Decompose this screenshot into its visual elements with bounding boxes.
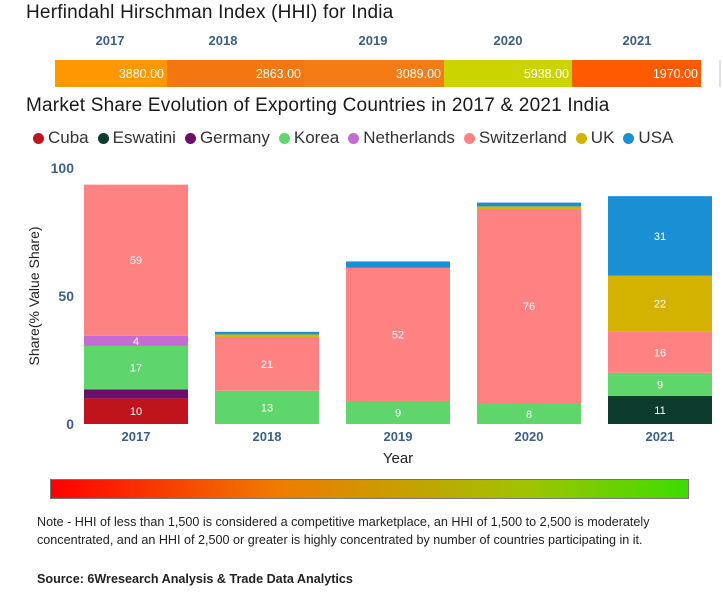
bar-segment-korea <box>477 403 581 424</box>
bar-segment-switzerland <box>346 267 450 401</box>
legend-item: Switzerland <box>463 128 567 148</box>
y-axis-label: Share(% Value Share) <box>26 226 42 365</box>
hhi-segment-2021: 1970.00 <box>572 60 701 87</box>
x-axis-label: Year <box>383 450 413 467</box>
hhi-year-label: 2017 <box>95 33 125 48</box>
source-text: Source: 6Wresearch Analysis & Trade Data… <box>37 572 353 586</box>
hhi-segment-2017: 3880.00 <box>55 60 167 87</box>
legend-swatch <box>278 132 290 144</box>
hhi-color-scale <box>50 479 689 499</box>
legend-label: Germany <box>199 128 270 147</box>
x-tick-label: 2021 <box>646 429 675 444</box>
hhi-value: 1970.00 <box>652 66 698 81</box>
x-tick-label: 2020 <box>515 429 544 444</box>
chart-legend: Cuba Eswatini Germany Korea Netherlands Switz… <box>33 128 682 148</box>
bar-segment-eswatini <box>608 395 712 424</box>
legend-item: Cuba <box>33 128 89 148</box>
data-label: 17 <box>130 363 142 375</box>
bar-segment-korea <box>215 390 319 424</box>
bar-segment-netherlands <box>84 335 188 346</box>
legend-label: Eswatini <box>112 128 176 147</box>
legend-label: Netherlands <box>363 128 455 147</box>
x-tick-label: 2019 <box>384 429 413 444</box>
hhi-value: 5938.00 <box>523 66 569 81</box>
data-label: 59 <box>130 255 142 267</box>
legend-swatch <box>184 132 196 144</box>
legend-item: Germany <box>184 128 270 148</box>
hhi-year-row: 2017 2018 2019 2020 2021 <box>55 33 701 51</box>
bar-segment-korea <box>608 372 712 396</box>
y-tick-label: 100 <box>51 160 75 176</box>
bar-segment-switzerland <box>608 331 712 373</box>
data-label: 13 <box>261 402 273 414</box>
bar-segment-usa <box>477 202 581 207</box>
legend-swatch <box>575 132 587 144</box>
stacked-bar-chart: 0 50 100 Share(% Value Share) 10 17 4 59 2017 13 2… <box>26 160 712 467</box>
hhi-value: 2863.00 <box>255 66 301 81</box>
legend-swatch <box>463 132 475 144</box>
hhi-year-label: 2018 <box>208 33 238 48</box>
bar-segment-switzerland <box>477 208 581 404</box>
x-tick-label: 2018 <box>253 429 282 444</box>
bar-segment-korea <box>346 400 450 424</box>
bar-segment-usa <box>608 196 712 276</box>
data-label: 4 <box>133 336 139 348</box>
hhi-year-label: 2020 <box>493 33 523 48</box>
bar-segment-cuba <box>84 398 188 424</box>
bar-segment-korea <box>84 345 188 390</box>
data-label: 21 <box>261 359 273 371</box>
legend-label: UK <box>590 128 615 147</box>
data-label: 10 <box>130 406 142 418</box>
hhi-bar-edge <box>719 60 721 87</box>
legend-item: Eswatini <box>97 128 176 148</box>
legend-swatch <box>33 132 44 144</box>
data-label: 11 <box>654 405 665 417</box>
legend-label: USA <box>638 128 674 147</box>
legend-item: Korea <box>278 128 340 148</box>
data-label: 76 <box>523 301 535 313</box>
hhi-segment-2020: 5938.00 <box>444 60 572 87</box>
hhi-segment-2019: 3089.00 <box>304 60 444 87</box>
note-text: Note - HHI of less than 1,500 is conside… <box>37 515 650 547</box>
y-tick-label: 0 <box>66 416 74 432</box>
bar-segment-switzerland <box>215 336 319 391</box>
legend-swatch <box>623 132 635 144</box>
legend-item: Netherlands <box>348 128 455 148</box>
hhi-value: 3089.00 <box>395 66 441 81</box>
bar-segment-switzerland <box>84 184 188 336</box>
hhi-year-label: 2019 <box>358 33 388 48</box>
bar-segment-uk <box>215 334 319 337</box>
legend-swatch <box>348 132 360 144</box>
legend-item: USA <box>623 128 673 148</box>
data-label: 52 <box>392 329 404 341</box>
bar-segment-usa <box>215 331 319 335</box>
hhi-segment-2018: 2863.00 <box>167 60 304 87</box>
hhi-title: Herfindahl Hirschman Index (HHI) for Ind… <box>26 2 394 23</box>
hhi-value: 3880.00 <box>118 66 164 81</box>
legend-swatch <box>97 132 109 144</box>
hhi-bar: 3880.00 2863.00 3089.00 5938.00 1970.00 <box>55 60 701 87</box>
bar-segment-uk <box>477 206 581 209</box>
hhi-year-label: 2021 <box>622 33 652 48</box>
legend-label: Korea <box>293 128 340 147</box>
bar-segment-usa <box>346 261 450 268</box>
bar-segment-uk <box>608 275 712 332</box>
data-label: 9 <box>657 379 663 391</box>
data-label: 22 <box>654 299 666 311</box>
legend-label: Cuba <box>48 128 89 147</box>
data-label: 9 <box>395 407 401 419</box>
legend-label: Switzerland <box>478 128 567 147</box>
y-tick-label: 50 <box>58 288 74 304</box>
bar-segment-germany <box>84 389 188 399</box>
data-label: 16 <box>654 347 666 359</box>
data-label: 31 <box>654 231 666 243</box>
legend-item: UK <box>575 128 615 148</box>
x-tick-label: 2017 <box>122 429 151 444</box>
data-label: 8 <box>526 409 532 421</box>
chart-title: Market Share Evolution of Exporting Coun… <box>26 95 610 116</box>
